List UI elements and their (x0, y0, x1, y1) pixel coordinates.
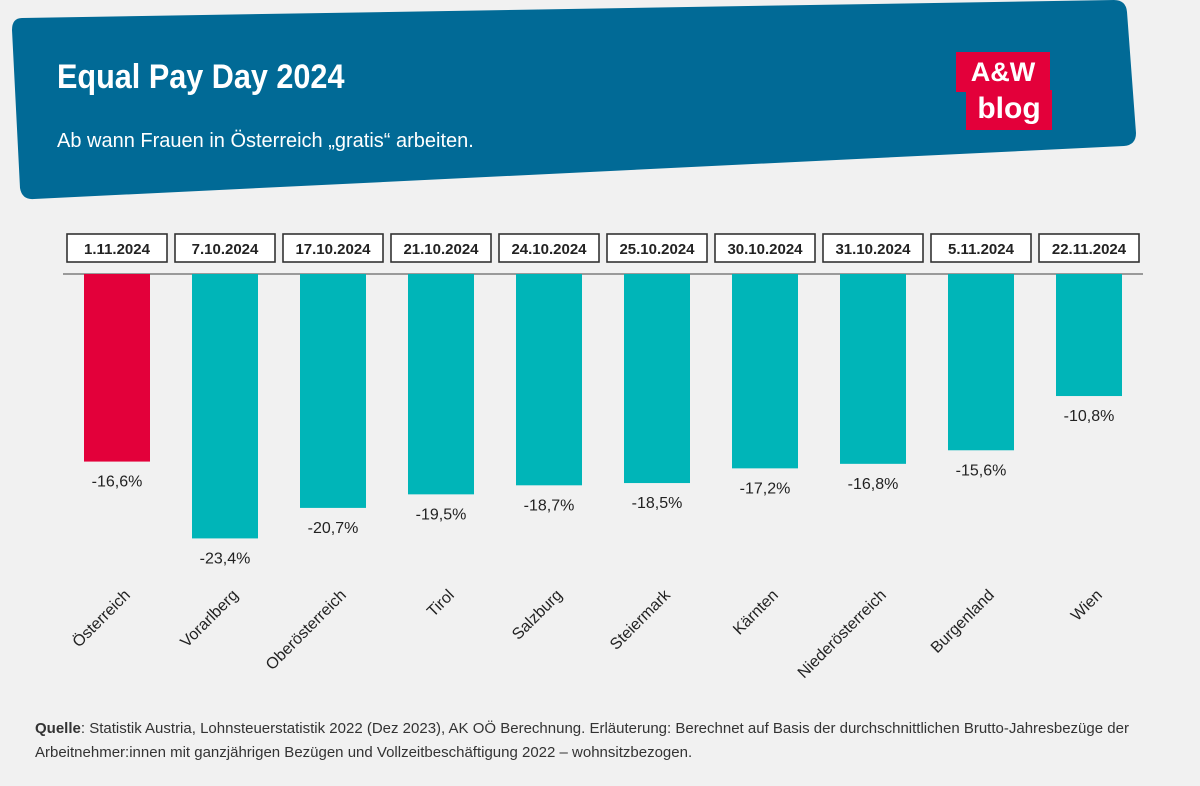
date-label: 21.10.2024 (403, 241, 479, 258)
date-label: 24.10.2024 (511, 241, 587, 258)
date-label: 7.10.2024 (192, 241, 259, 258)
date-label: 1.11.2024 (84, 241, 151, 258)
date-box (498, 233, 600, 263)
value-label: -18,7% (524, 497, 575, 514)
source-label: Quelle (35, 720, 81, 737)
aw-blog-logo: A&W blog (956, 52, 1052, 132)
category-label: Wien (1068, 587, 1106, 625)
date-box (390, 233, 492, 263)
date-label: 25.10.2024 (619, 241, 695, 258)
bar-chart: 1.11.2024 -16,6% Österreich 7.10.2024 -23,4%… (63, 233, 1143, 682)
category-label: Vorarlberg (178, 587, 242, 651)
source-note: Quelle: Statistik Austria, Lohnsteuersta… (35, 717, 1155, 765)
bar-steiermark (624, 274, 690, 484)
date-label: 22.11.2024 (1052, 241, 1127, 258)
category-label: Oberösterreich (263, 587, 350, 674)
page-title: Equal Pay Day 2024 (57, 58, 345, 96)
date-box (714, 233, 816, 263)
bar-tirol (408, 274, 474, 495)
category-label: Niederösterreich (795, 587, 890, 682)
date-box (822, 233, 924, 263)
page-subtitle: Ab wann Frauen in Österreich „gratis“ ar… (57, 130, 474, 152)
category-label: Steiermark (607, 586, 674, 653)
category-label: Salzburg (509, 587, 566, 644)
date-label: 5.11.2024 (948, 241, 1015, 258)
logo-line-1: A&W (956, 52, 1050, 92)
header-banner-shape (12, 0, 1136, 200)
value-label: -10,8% (1064, 408, 1115, 425)
date-box (174, 233, 276, 263)
category-label: Burgenland (928, 587, 998, 657)
value-label: -23,4% (200, 550, 251, 567)
date-label: 31.10.2024 (835, 241, 911, 258)
date-label: 30.10.2024 (727, 241, 803, 258)
value-label: -16,6% (92, 474, 143, 491)
bar-salzburg (516, 274, 582, 486)
date-box (282, 233, 384, 263)
category-label: Tirol (424, 587, 458, 621)
header-banner (12, 0, 1136, 200)
bar-burgenland (948, 274, 1014, 451)
value-label: -15,6% (956, 462, 1007, 479)
bar-österreich (84, 274, 150, 462)
value-label: -19,5% (416, 506, 467, 523)
value-label: -16,8% (848, 476, 899, 493)
bar-vorarlberg (192, 274, 258, 539)
bar-kärnten (732, 274, 798, 469)
category-label: Kärnten (730, 587, 782, 639)
value-label: -17,2% (740, 480, 791, 497)
value-label: -20,7% (308, 520, 359, 537)
bar-oberösterreich (300, 274, 366, 508)
date-box (606, 233, 708, 263)
source-text: : Statistik Austria, Lohnsteuerstatistik… (35, 720, 1129, 761)
logo-line-2: blog (966, 90, 1052, 130)
category-label: Österreich (69, 586, 134, 651)
bar-niederösterreich (840, 274, 906, 464)
bar-wien (1056, 274, 1122, 397)
date-box (66, 233, 168, 263)
value-label: -18,5% (632, 495, 683, 512)
date-box (1038, 233, 1140, 263)
date-label: 17.10.2024 (295, 241, 371, 258)
date-box (930, 233, 1032, 263)
